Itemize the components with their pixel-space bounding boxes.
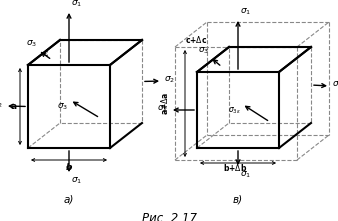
Text: Рис. 2.17: Рис. 2.17 bbox=[142, 212, 196, 221]
Text: a+$\Delta$a: a+$\Delta$a bbox=[159, 92, 170, 115]
Text: $\sigma_1$: $\sigma_1$ bbox=[240, 169, 251, 179]
Text: а): а) bbox=[64, 195, 74, 205]
Text: c: c bbox=[42, 49, 48, 58]
Text: $\sigma_2$: $\sigma_2$ bbox=[157, 104, 168, 114]
Text: $\sigma_1$: $\sigma_1$ bbox=[71, 0, 82, 9]
Text: $\sigma_1$: $\sigma_1$ bbox=[71, 176, 82, 187]
Text: $\sigma_{3\varepsilon}$: $\sigma_{3\varepsilon}$ bbox=[228, 106, 241, 116]
Text: a: a bbox=[11, 102, 17, 111]
Text: $\sigma_3$: $\sigma_3$ bbox=[57, 102, 68, 112]
Text: $\sigma_3$: $\sigma_3$ bbox=[26, 38, 37, 49]
Text: $\sigma_3$: $\sigma_3$ bbox=[198, 46, 209, 56]
Text: c+$\Delta$c: c+$\Delta$c bbox=[185, 34, 207, 45]
Text: b: b bbox=[66, 164, 72, 173]
Text: $\sigma_2$: $\sigma_2$ bbox=[0, 100, 3, 110]
Text: в): в) bbox=[233, 195, 243, 205]
Text: $\sigma_2$: $\sigma_2$ bbox=[164, 75, 175, 85]
Text: $\sigma_2$: $\sigma_2$ bbox=[332, 80, 338, 90]
Text: b+$\Delta$b: b+$\Delta$b bbox=[223, 162, 247, 173]
Text: $\sigma_1$: $\sigma_1$ bbox=[240, 6, 251, 17]
